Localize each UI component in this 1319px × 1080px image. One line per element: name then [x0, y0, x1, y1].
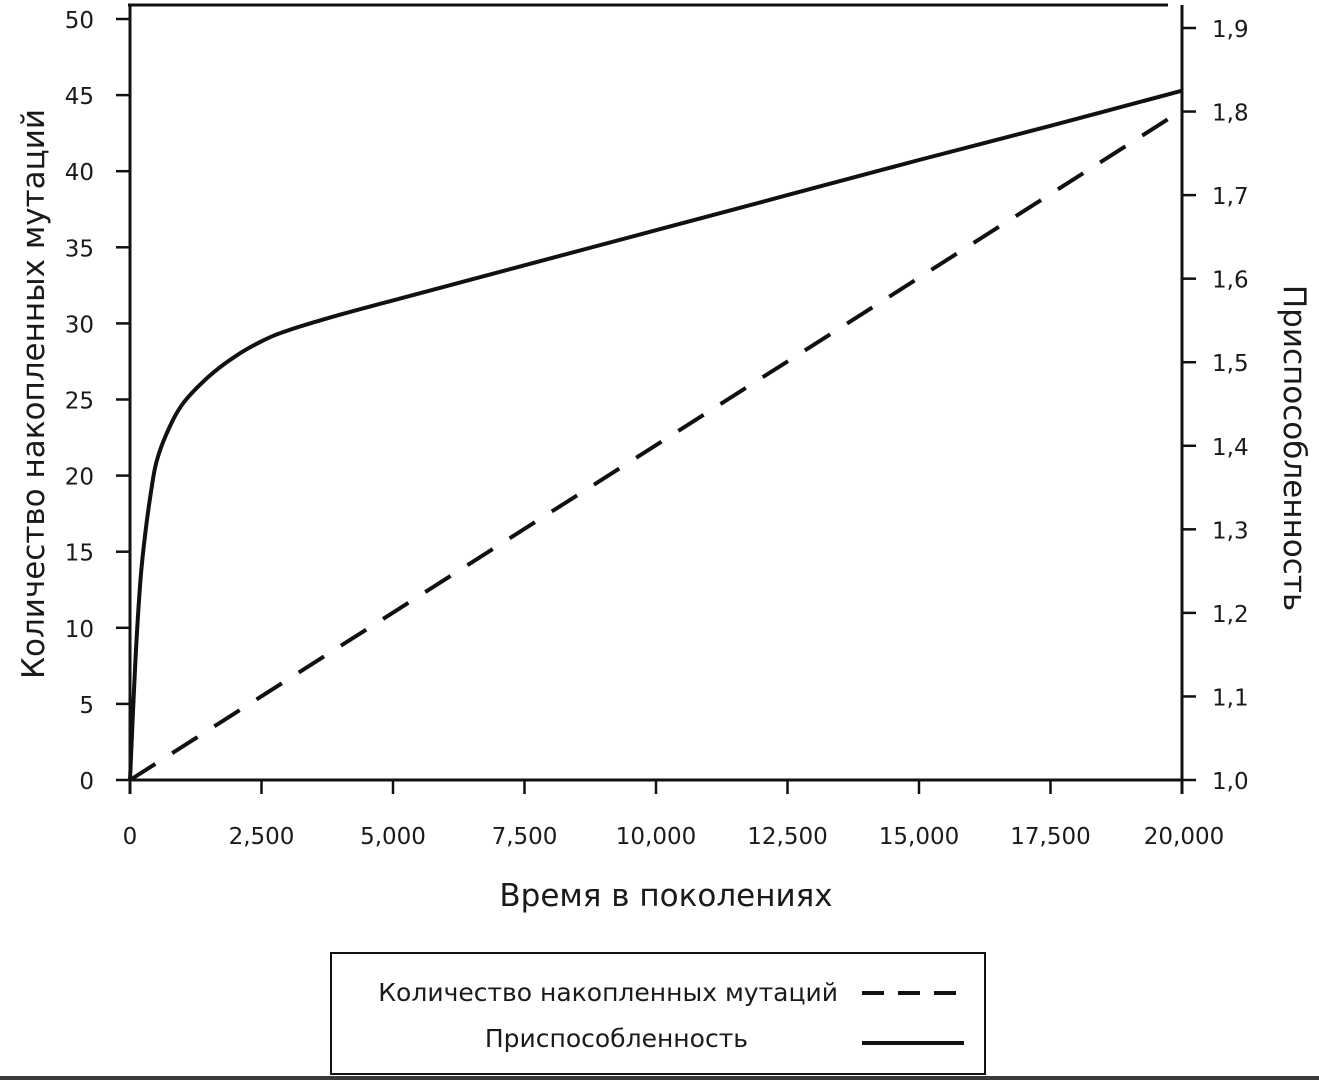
x-tick-label: 10,000 [616, 824, 696, 850]
left-tick-label: 40 [65, 160, 94, 186]
left-tick-label: 50 [65, 8, 94, 34]
right-axis-title: Приспособленность [1276, 285, 1312, 611]
right-tick-label: 1,8 [1212, 101, 1249, 127]
right-tick-label: 1,4 [1212, 435, 1249, 461]
x-tick-label: 17,500 [1010, 824, 1090, 850]
x-axis-title: Время в поколениях [499, 878, 832, 914]
series-layer [128, 88, 1184, 782]
left-tick-label: 30 [65, 312, 94, 338]
left-tick-label: 10 [65, 617, 94, 643]
series-line-mutations [128, 108, 1184, 782]
x-tick-label: 0 [123, 824, 138, 850]
left-tick-label: 45 [65, 84, 94, 110]
right-tick-label: 1,0 [1212, 769, 1249, 795]
legend-box [330, 952, 986, 1075]
left-tick-label: 0 [79, 769, 94, 795]
x-tick-label: 20,000 [1144, 824, 1224, 850]
series-line-fitness [128, 88, 1183, 781]
legend-label-mutations: Количество накопленных мутаций [378, 978, 838, 1007]
left-tick-label: 35 [65, 236, 94, 262]
x-tick-label: 7,500 [492, 824, 558, 850]
left-tick-label: 5 [79, 693, 94, 719]
right-tick-label: 1,1 [1212, 685, 1249, 711]
left-tick-label: 25 [65, 389, 94, 415]
plot-frame [128, 3, 1184, 794]
right-tick-label: 1,6 [1212, 268, 1249, 294]
right-tick-label: 1,2 [1212, 602, 1249, 628]
right-tick-label: 1,3 [1212, 518, 1249, 544]
right-tick-label: 1,7 [1212, 184, 1249, 210]
right-tick-label: 1,5 [1212, 351, 1249, 377]
x-tick-label: 5,000 [360, 824, 426, 850]
legend-label-fitness: Приспособленность [485, 1024, 748, 1053]
left-tick-label: 15 [65, 541, 94, 567]
bottom-border [0, 1076, 1319, 1080]
x-tick-label: 2,500 [229, 824, 295, 850]
legend: Количество накопленных мутаций Приспособ… [330, 952, 986, 1075]
x-tick-label: 12,500 [747, 824, 827, 850]
right-axis: 1,0 1,1 1,2 1,3 1,4 1,5 1,6 1,7 1,8 1,9 [1182, 17, 1249, 795]
left-tick-label: 20 [65, 465, 94, 491]
x-axis: 0 2,500 5,000 7,500 10,000 12,500 15,000 17,500… [123, 780, 1224, 850]
left-axis: 0 5 10 15 20 25 30 35 40 45 50 [65, 8, 130, 795]
left-axis-title: Количество накопленных мутаций [16, 109, 52, 679]
x-tick-label: 15,000 [879, 824, 959, 850]
right-tick-label: 1,9 [1212, 17, 1249, 43]
